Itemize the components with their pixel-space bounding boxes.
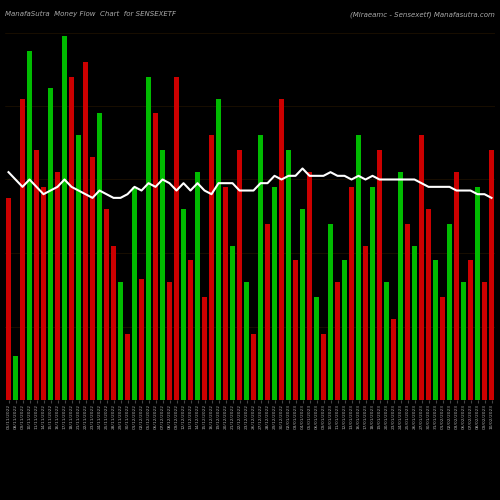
Bar: [293, 260, 298, 400]
Bar: [160, 150, 165, 400]
Bar: [468, 260, 473, 400]
Bar: [76, 136, 81, 400]
Bar: [412, 246, 417, 400]
Bar: [433, 260, 438, 400]
Bar: [461, 282, 466, 400]
Bar: [335, 282, 340, 400]
Bar: [356, 136, 361, 400]
Bar: [321, 334, 326, 400]
Bar: [69, 76, 74, 400]
Bar: [195, 172, 200, 400]
Bar: [391, 319, 396, 400]
Bar: [440, 297, 445, 400]
Bar: [83, 62, 88, 400]
Bar: [300, 209, 305, 400]
Bar: [489, 150, 494, 400]
Bar: [48, 88, 53, 400]
Bar: [230, 246, 235, 400]
Bar: [447, 224, 452, 400]
Bar: [363, 246, 368, 400]
Bar: [132, 187, 137, 400]
Bar: [174, 76, 179, 400]
Bar: [398, 172, 403, 400]
Text: (Miraeamc - Sensexetf) Manafasutra.com: (Miraeamc - Sensexetf) Manafasutra.com: [350, 11, 495, 18]
Bar: [342, 260, 347, 400]
Bar: [181, 209, 186, 400]
Bar: [272, 187, 277, 400]
Bar: [139, 278, 144, 400]
Bar: [286, 150, 291, 400]
Bar: [258, 136, 263, 400]
Bar: [454, 172, 459, 400]
Bar: [328, 224, 333, 400]
Bar: [370, 187, 375, 400]
Bar: [377, 150, 382, 400]
Bar: [405, 224, 410, 400]
Bar: [251, 334, 256, 400]
Bar: [118, 282, 123, 400]
Bar: [167, 282, 172, 400]
Bar: [482, 282, 487, 400]
Bar: [104, 209, 109, 400]
Bar: [125, 334, 130, 400]
Bar: [90, 158, 95, 400]
Bar: [223, 187, 228, 400]
Bar: [111, 246, 116, 400]
Bar: [62, 36, 67, 400]
Bar: [475, 187, 480, 400]
Bar: [209, 136, 214, 400]
Bar: [279, 98, 284, 400]
Bar: [202, 297, 207, 400]
Bar: [188, 260, 193, 400]
Bar: [41, 187, 46, 400]
Bar: [265, 224, 270, 400]
Text: ManafaSutra  Money Flow  Chart  for SENSEXETF: ManafaSutra Money Flow Chart for SENSEXE…: [5, 11, 176, 17]
Bar: [384, 282, 389, 400]
Bar: [426, 209, 431, 400]
Bar: [34, 150, 39, 400]
Bar: [13, 356, 18, 400]
Bar: [146, 76, 151, 400]
Bar: [237, 150, 242, 400]
Bar: [314, 297, 319, 400]
Bar: [349, 187, 354, 400]
Bar: [97, 114, 102, 400]
Bar: [216, 98, 221, 400]
Bar: [6, 198, 11, 400]
Bar: [307, 172, 312, 400]
Bar: [244, 282, 249, 400]
Bar: [153, 114, 158, 400]
Bar: [55, 172, 60, 400]
Bar: [419, 136, 424, 400]
Bar: [20, 98, 25, 400]
Bar: [27, 51, 32, 400]
